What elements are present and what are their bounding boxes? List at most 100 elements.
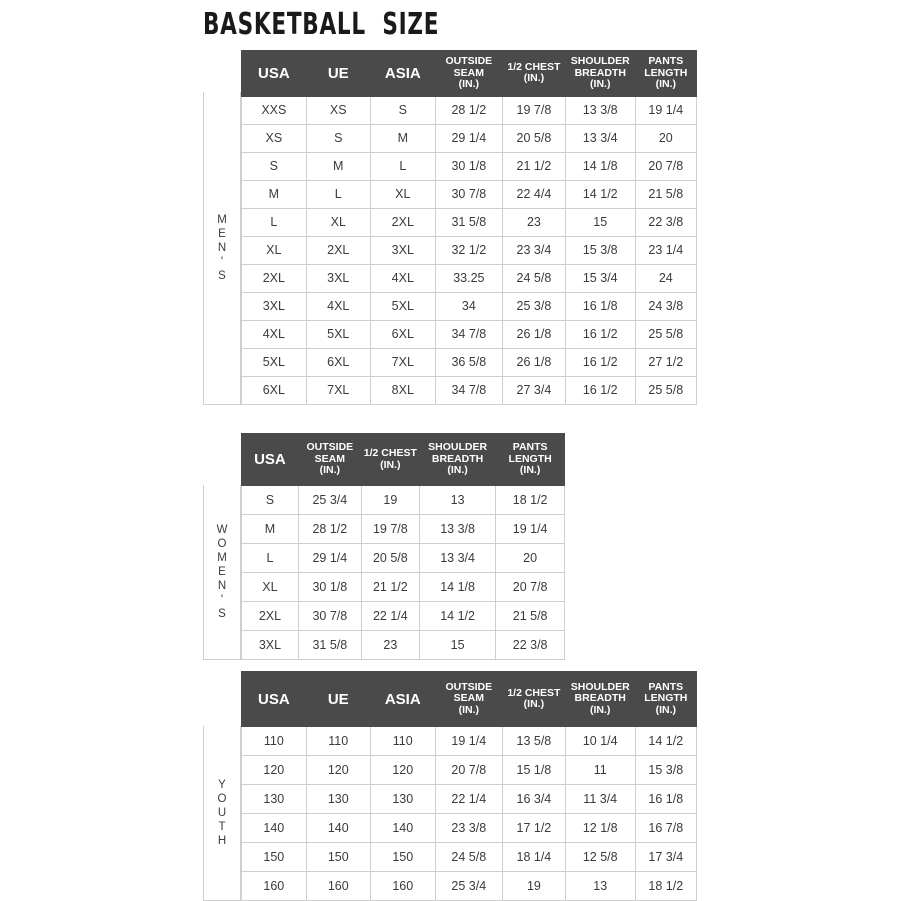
table-cell: 15 1/8 bbox=[501, 755, 566, 785]
column-header: OUTSIDE SEAM (IN.) bbox=[434, 50, 503, 97]
group-label-letter: H bbox=[217, 835, 227, 847]
table-cell: 30 7/8 bbox=[434, 179, 503, 209]
table-cell: 30 1/8 bbox=[297, 572, 362, 602]
group-label-letter: M bbox=[217, 213, 227, 226]
group-label-letter: N bbox=[217, 241, 227, 254]
table-cell: 12 5/8 bbox=[564, 842, 636, 872]
group-label-letter: E bbox=[218, 227, 226, 240]
table-row: 110 110 110 19 1/4 13 5/8 10 1/4 14 1/2 bbox=[241, 726, 698, 756]
table-cell: 17 3/4 bbox=[634, 842, 698, 872]
table-cell: 23 3/4 bbox=[501, 235, 566, 265]
table-cell: 6XL bbox=[305, 347, 371, 377]
table-cell: 25 3/4 bbox=[434, 871, 503, 901]
table-cell: 25 3/8 bbox=[501, 291, 566, 321]
table-cell: 2XL bbox=[241, 601, 299, 631]
table-cell: 2XL bbox=[305, 235, 371, 265]
table-cell: 34 bbox=[434, 291, 503, 321]
table-cell: 20 7/8 bbox=[634, 151, 698, 181]
table-cell: 20 5/8 bbox=[501, 123, 566, 153]
column-header-unit: (IN.) bbox=[380, 458, 401, 471]
column-header-unit: (IN.) bbox=[655, 78, 677, 90]
table-cell: S bbox=[241, 151, 307, 181]
table-cell: 4XL bbox=[241, 319, 307, 349]
table-cell: 6XL bbox=[241, 375, 307, 405]
table-cell: 15 3/8 bbox=[634, 755, 698, 785]
table-cell: 30 1/8 bbox=[434, 151, 503, 181]
table-cell: 20 5/8 bbox=[360, 543, 420, 573]
table-cell: 20 bbox=[495, 543, 565, 573]
table-cell: 19 7/8 bbox=[501, 95, 566, 125]
table-cell: 7XL bbox=[305, 375, 371, 405]
table-row: 6XL 7XL 8XL 34 7/8 27 3/4 16 1/2 25 5/8 bbox=[241, 375, 698, 405]
table-cell: 16 1/8 bbox=[564, 291, 636, 321]
table-cell: M bbox=[241, 514, 299, 544]
table-cell: 18 1/4 bbox=[501, 842, 566, 872]
table-cell: 19 bbox=[360, 485, 420, 515]
group-label-letter: M bbox=[217, 552, 227, 564]
table-cell: 21 5/8 bbox=[634, 179, 698, 209]
table-cell: 6XL bbox=[369, 319, 436, 349]
table-cell: 24 3/8 bbox=[634, 291, 698, 321]
table-cell: XL bbox=[241, 572, 299, 602]
table-row: L XL 2XL 31 5/8 23 15 22 3/8 bbox=[241, 207, 698, 237]
table-cell: 12 1/8 bbox=[564, 813, 636, 843]
table-cell: L bbox=[305, 179, 371, 209]
table-cell: 110 bbox=[305, 726, 371, 756]
table-cell: L bbox=[241, 543, 299, 573]
table-cell: 16 1/8 bbox=[634, 784, 698, 814]
table-row: 5XL 6XL 7XL 36 5/8 26 1/8 16 1/2 27 1/2 bbox=[241, 347, 698, 377]
table-cell: 27 1/2 bbox=[634, 347, 698, 377]
column-header-unit: (IN.) bbox=[590, 78, 611, 90]
table-cell: 160 bbox=[369, 871, 436, 901]
table-cell: 16 1/2 bbox=[564, 347, 636, 377]
table-cell: 14 1/8 bbox=[418, 572, 497, 602]
mens-size-table-block: M E N ' S USA UE ASIA OUTSIDE SEAM (IN.) 1/2 CHEST… bbox=[203, 50, 698, 405]
table-cell: 21 1/2 bbox=[501, 151, 566, 181]
table-cell: 3XL bbox=[241, 291, 307, 321]
table-header-row: USA OUTSIDE SEAM (IN.) 1/2 CHEST (IN.) SHOULD… bbox=[241, 433, 565, 486]
column-header: UE bbox=[305, 671, 371, 727]
table-cell: 22 3/8 bbox=[495, 630, 565, 660]
table-cell: 24 5/8 bbox=[434, 842, 503, 872]
mens-size-table: USA UE ASIA OUTSIDE SEAM (IN.) 1/2 CHEST (IN.)… bbox=[241, 50, 698, 405]
table-cell: 130 bbox=[369, 784, 436, 814]
table-cell: 34 7/8 bbox=[434, 375, 503, 405]
table-cell: 20 7/8 bbox=[434, 755, 503, 785]
table-row: XL 30 1/8 21 1/2 14 1/8 20 7/8 bbox=[241, 572, 565, 602]
table-row: 150 150 150 24 5/8 18 1/4 12 5/8 17 3/4 bbox=[241, 842, 698, 872]
table-cell: 21 5/8 bbox=[495, 601, 565, 631]
table-cell: 150 bbox=[241, 842, 307, 872]
table-row: S M L 30 1/8 21 1/2 14 1/8 20 7/8 bbox=[241, 151, 698, 181]
table-cell: 21 1/2 bbox=[360, 572, 420, 602]
table-cell: 25 3/4 bbox=[297, 485, 362, 515]
table-row: 120 120 120 20 7/8 15 1/8 11 15 3/8 bbox=[241, 755, 698, 785]
column-header-unit: (IN.) bbox=[447, 464, 468, 477]
table-cell: S bbox=[305, 123, 371, 153]
youth-size-table-block: Y O U T H USA UE ASIA OUTSIDE SEAM (IN.) 1/2 CHEST… bbox=[203, 671, 698, 901]
table-cell: XL bbox=[305, 207, 371, 237]
table-cell: 19 bbox=[501, 871, 566, 901]
table-row: 140 140 140 23 3/8 17 1/2 12 1/8 16 7/8 bbox=[241, 813, 698, 843]
table-row: 3XL 31 5/8 23 15 22 3/8 bbox=[241, 630, 565, 660]
table-cell: 11 3/4 bbox=[564, 784, 636, 814]
group-label-letter: S bbox=[218, 608, 226, 620]
table-cell: XS bbox=[305, 95, 371, 125]
table-cell: 19 1/4 bbox=[434, 726, 503, 756]
group-label-letter: W bbox=[216, 524, 228, 536]
table-cell: 5XL bbox=[241, 347, 307, 377]
table-row: M 28 1/2 19 7/8 13 3/8 19 1/4 bbox=[241, 514, 565, 544]
table-cell: 17 1/2 bbox=[501, 813, 566, 843]
table-cell: 130 bbox=[241, 784, 307, 814]
group-label-mens: M E N ' S bbox=[203, 92, 241, 405]
table-cell: 3XL bbox=[241, 630, 299, 660]
column-header: OUTSIDE SEAM (IN.) bbox=[297, 433, 362, 486]
table-row: 2XL 30 7/8 22 1/4 14 1/2 21 5/8 bbox=[241, 601, 565, 631]
table-cell: 150 bbox=[369, 842, 436, 872]
table-cell: 140 bbox=[241, 813, 307, 843]
table-cell: 13 3/8 bbox=[418, 514, 497, 544]
table-cell: 5XL bbox=[369, 291, 436, 321]
table-cell: 22 3/8 bbox=[634, 207, 698, 237]
column-header: PANTS LENGTH (IN.) bbox=[634, 50, 698, 97]
table-cell: 130 bbox=[305, 784, 371, 814]
